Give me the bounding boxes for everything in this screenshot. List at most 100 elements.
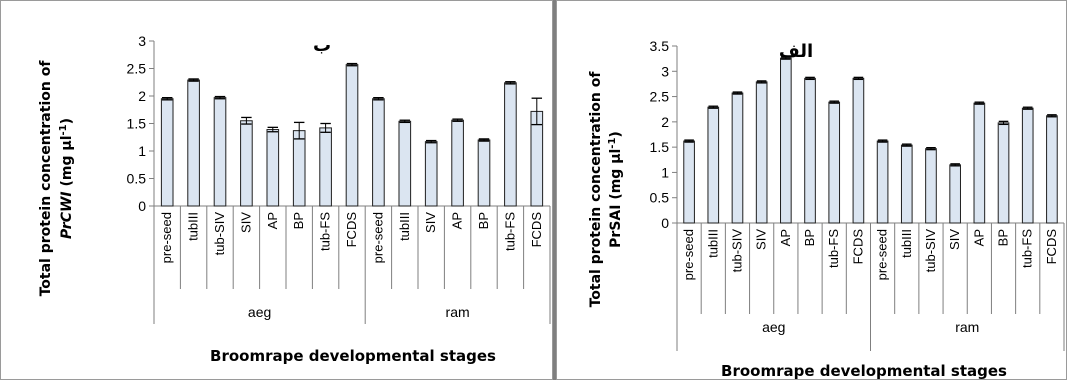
bar xyxy=(213,97,227,207)
x-axis-title: Broomrape developmental stages xyxy=(210,347,496,365)
category-label: BP xyxy=(996,229,1011,246)
category-label: SIV xyxy=(423,212,438,233)
bar xyxy=(451,119,464,207)
category-label: AP xyxy=(265,212,280,229)
group-label: ram xyxy=(446,304,470,320)
category-label: tub-FS xyxy=(318,212,333,251)
bar xyxy=(160,98,174,207)
category-label: tub-SIV xyxy=(923,229,938,273)
y-tick-label: 1 xyxy=(661,164,669,180)
bar xyxy=(187,79,200,207)
x-axis-title: Broomrape developmental stages xyxy=(721,362,1007,380)
group-label: aeg xyxy=(248,304,271,320)
y-tick-label: 2 xyxy=(661,114,669,130)
y-axis-title-line2: PrCWI (mg µl-1) xyxy=(58,118,76,239)
y-axis-title-sup: -1 xyxy=(607,138,618,149)
bar xyxy=(828,101,841,224)
y-tick-label: 3.5 xyxy=(650,38,670,54)
category-label: pre-seed xyxy=(681,229,696,280)
y-axis-title-sup: -1 xyxy=(58,124,69,135)
bar xyxy=(804,77,816,224)
chart-panel-prsai: 0 0.5 1 1.5 2 2.5 3 3.5 pre-seed tubIII tub-SIV SIV… xyxy=(556,0,1067,380)
category-label: tubIII xyxy=(397,212,412,241)
category-label: tub-SIV xyxy=(212,212,227,256)
category-label: tub-FS xyxy=(502,212,517,251)
category-label: FCDS xyxy=(344,212,359,248)
bar xyxy=(780,57,792,224)
y-tick-label: 0 xyxy=(138,198,146,214)
category-label: pre-seed xyxy=(875,229,890,280)
bar xyxy=(876,140,889,224)
bar xyxy=(292,130,306,207)
panel-annotation: الف xyxy=(779,41,813,62)
bar xyxy=(683,140,695,224)
category-label: FCDS xyxy=(850,229,865,265)
chart-prcwi: 0 0.5 1 1.5 2 2.5 3 pre-seed tubIII tub-SIV SIV AP B… xyxy=(38,33,551,365)
bar xyxy=(997,122,1010,224)
y-tick-label: 1.5 xyxy=(127,116,147,132)
bar xyxy=(477,139,491,207)
y-axis-title-line2: PrSAI (mg µl-1) xyxy=(607,131,625,248)
y-axis-title-line1: Total protein concentration of xyxy=(588,71,604,308)
y-tick-label: 3 xyxy=(138,33,146,49)
bar xyxy=(731,92,744,224)
category-label: AP xyxy=(450,212,465,229)
y-axis-title-line1: Total protein concentration of xyxy=(38,60,54,297)
category-label: pre-seed xyxy=(370,212,385,263)
y-tick-label: 2.5 xyxy=(650,89,670,105)
y-tick-label: 1 xyxy=(138,143,146,159)
bar xyxy=(755,81,768,224)
chart-panel-prcwi: 0 0.5 1 1.5 2 2.5 3 pre-seed tubIII tub-SIV SIV AP B… xyxy=(0,0,553,380)
category-label: BP xyxy=(802,229,817,246)
category-label: tub-FS xyxy=(1020,229,1035,268)
category-label: tubIII xyxy=(705,229,720,258)
bar xyxy=(900,144,913,224)
bar xyxy=(1021,107,1034,224)
category-label: SIV xyxy=(754,229,769,250)
category-label: BP xyxy=(291,212,306,229)
bar xyxy=(266,129,280,207)
panel-divider xyxy=(553,0,556,380)
bar xyxy=(530,110,544,207)
category-label: tub-SIV xyxy=(729,229,744,273)
y-tick-label: 0 xyxy=(661,215,669,231)
bar xyxy=(504,82,517,207)
y-tick-label: 2.5 xyxy=(127,61,147,77)
bar xyxy=(973,102,986,224)
category-label: AP xyxy=(778,229,793,246)
category-label: SIV xyxy=(238,212,253,233)
y-axis-title-rest: PrSAI (mg µl xyxy=(608,149,624,248)
y-axis-title-close: ) xyxy=(608,131,624,137)
category-label: tubIII xyxy=(186,212,201,241)
category-label: FCDS xyxy=(529,212,544,248)
y-axis-title-italic: PrCWI xyxy=(59,191,75,239)
category-label: FCDS xyxy=(1044,229,1059,265)
panel-annotation: ب xyxy=(313,35,331,56)
y-tick-label: 2 xyxy=(138,88,146,104)
bar xyxy=(707,106,720,224)
bar xyxy=(949,164,961,224)
bar xyxy=(372,98,385,207)
y-tick-label: 0.5 xyxy=(650,190,670,206)
category-label: AP xyxy=(971,229,986,246)
category-label: pre-seed xyxy=(159,212,174,263)
y-tick-label: 3 xyxy=(661,63,669,79)
category-label: tub-FS xyxy=(826,229,841,268)
group-label: aeg xyxy=(762,319,785,335)
bar xyxy=(1046,115,1058,224)
y-axis-title-rest: (mg µl xyxy=(59,135,75,191)
group-label: ram xyxy=(955,319,979,335)
bar xyxy=(398,120,412,207)
chart-prsai: 0 0.5 1 1.5 2 2.5 3 3.5 pre-seed tubIII tub-SIV SIV… xyxy=(588,38,1065,380)
bar xyxy=(345,64,359,207)
y-tick-label: 0.5 xyxy=(127,171,147,187)
bar xyxy=(424,141,438,207)
bar xyxy=(240,120,253,207)
category-label: tubIII xyxy=(899,229,914,258)
bar xyxy=(925,148,937,224)
category-label: BP xyxy=(476,212,491,229)
y-axis-title-close: ) xyxy=(59,118,75,124)
y-tick-label: 1.5 xyxy=(650,139,670,155)
bar xyxy=(852,77,865,224)
bar xyxy=(319,127,332,207)
